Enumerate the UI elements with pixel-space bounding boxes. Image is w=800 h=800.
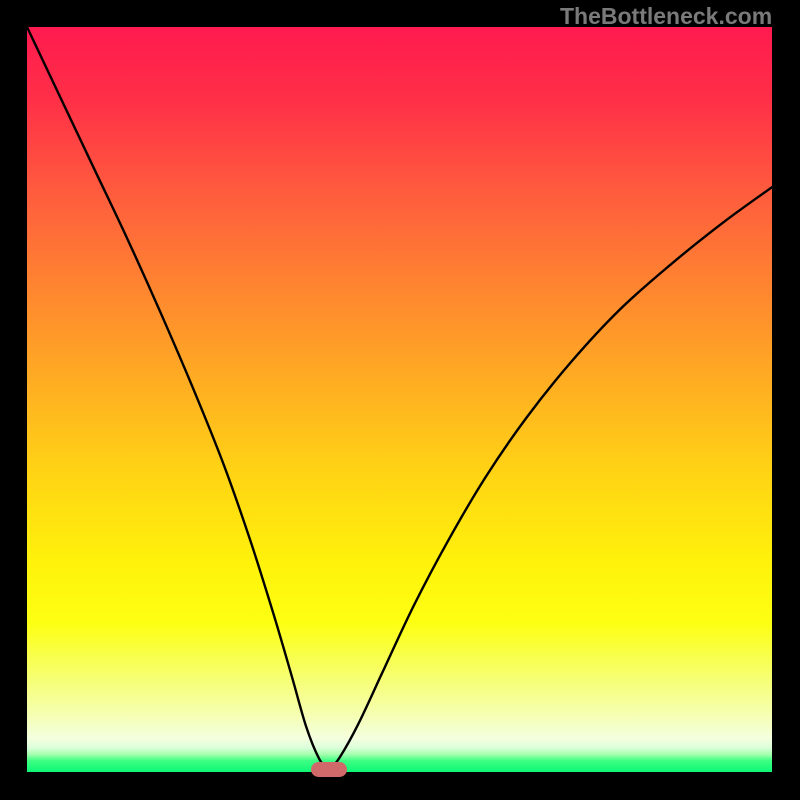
plot-area xyxy=(27,27,772,772)
watermark-text: TheBottleneck.com xyxy=(560,3,772,30)
chart-frame: TheBottleneck.com xyxy=(0,0,800,800)
bottleneck-curve xyxy=(27,27,772,772)
minimum-marker xyxy=(311,762,347,777)
